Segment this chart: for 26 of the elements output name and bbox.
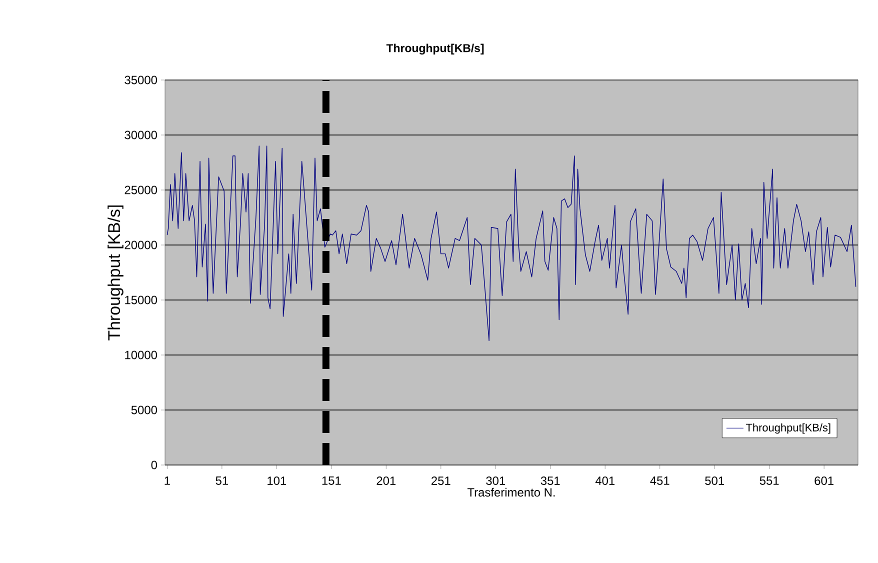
x-tick-label: 551 — [760, 476, 779, 485]
x-tick-label: 251 — [432, 476, 450, 485]
x-tick-label: 1 — [164, 476, 170, 485]
y-tick-label: 25000 — [124, 186, 158, 194]
x-tick-label: 451 — [650, 476, 670, 485]
y-tick-label: 35000 — [124, 76, 158, 84]
x-tick-label: 101 — [268, 476, 286, 485]
x-tick-label: 351 — [540, 476, 560, 485]
legend-label: Throughput[KB/s] — [746, 423, 830, 434]
line-series — [166, 146, 856, 342]
y-tick-label: 10000 — [125, 350, 158, 360]
x-tick-label: 601 — [814, 476, 834, 485]
x-axis-title: Trasferimento N. — [467, 488, 555, 497]
x-tick-label: 201 — [376, 476, 396, 485]
y-tick-label: 20000 — [124, 240, 158, 250]
x-tick-label: 151 — [322, 476, 341, 485]
x-tick-label: 501 — [705, 476, 724, 485]
chart-title: Throughput[KB/s] — [386, 44, 484, 54]
x-tick-label: 51 — [216, 476, 228, 485]
y-tick-label: 15000 — [125, 296, 158, 304]
y-tick-label: 0 — [151, 460, 158, 470]
x-tick-label: 301 — [486, 476, 506, 485]
y-axis-title: Throughput [KB/s] — [108, 205, 124, 340]
y-tick-label: 30000 — [124, 130, 158, 140]
y-tick-label: 5000 — [131, 406, 158, 414]
x-tick-label: 401 — [595, 476, 614, 485]
